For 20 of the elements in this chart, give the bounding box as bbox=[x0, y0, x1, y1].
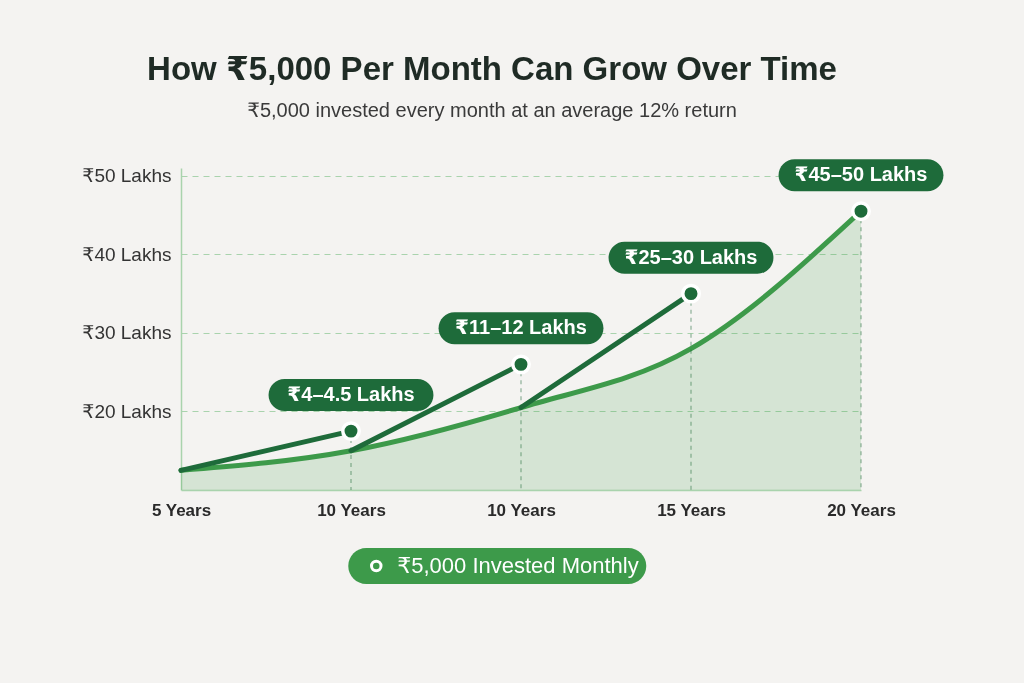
legend-label: ₹5,000 Invested Monthly bbox=[397, 553, 639, 578]
y-tick-label: ₹50 Lakhs bbox=[82, 165, 172, 187]
x-tick-label: 5 Years bbox=[151, 500, 212, 520]
point bbox=[851, 201, 871, 222]
data-label: ₹25–30 Lakhs bbox=[624, 245, 758, 268]
y-tick-label: ₹30 Lakhs bbox=[82, 322, 172, 344]
data-label: ₹11–12 Lakhs bbox=[455, 316, 587, 339]
y-tick-label: ₹20 Lakhs bbox=[82, 400, 172, 422]
data-label: ₹45–50 Lakhs bbox=[794, 163, 928, 186]
x-tick-label: 20 Years bbox=[827, 500, 896, 520]
data-label: ₹4–4.5 Lakhs bbox=[287, 383, 415, 406]
point bbox=[341, 421, 361, 442]
x-tick-label: 10 Years bbox=[317, 500, 386, 520]
x-tick-label: 15 Years bbox=[657, 500, 726, 520]
point bbox=[511, 354, 531, 375]
chart-subtitle: ₹5,000 invested every month at an average 12% return bbox=[247, 99, 737, 122]
point bbox=[681, 283, 701, 304]
x-tick-label: 10 Years bbox=[487, 500, 556, 520]
chart-title: How ₹5,000 Per Month Can Grow Over Time bbox=[147, 50, 837, 88]
y-tick-label: ₹40 Lakhs bbox=[82, 243, 172, 265]
